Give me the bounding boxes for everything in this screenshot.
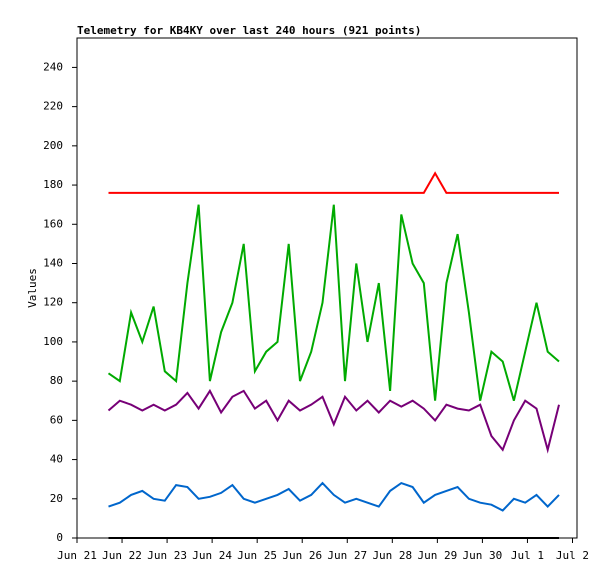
y-tick-label: 220 (43, 100, 63, 113)
y-tick-label: 40 (50, 453, 63, 466)
x-tick-label: Jun 25 (237, 549, 277, 562)
x-tick-label: Jul 2 (556, 549, 589, 562)
y-tick-label: 200 (43, 139, 63, 152)
x-tick-label: Jun 22 (102, 549, 142, 562)
y-tick-label: 180 (43, 178, 63, 191)
y-tick-label: 120 (43, 296, 63, 309)
x-tick-label: Jun 29 (417, 549, 457, 562)
x-tick-label: Jun 27 (327, 549, 367, 562)
y-tick-label: 100 (43, 335, 63, 348)
series-line (107, 204, 560, 401)
series-line (108, 171, 559, 194)
y-tick-label: 160 (43, 217, 63, 230)
y-tick-label: 60 (50, 413, 63, 426)
x-tick-label: Jun 28 (372, 549, 412, 562)
y-tick-label: 20 (50, 492, 63, 505)
chart-title: Telemetry for KB4KY over last 240 hours … (77, 24, 421, 37)
series-line (107, 388, 560, 454)
y-axis-label: Values (26, 268, 39, 308)
x-tick-label: Jun 26 (282, 549, 322, 562)
x-tick-label: Jun 21 (57, 549, 97, 562)
y-tick-label: 0 (56, 531, 63, 544)
series-line (108, 481, 560, 512)
x-tick-label: Jun 24 (192, 549, 232, 562)
x-tick-label: Jun 23 (147, 549, 187, 562)
y-tick-label: 240 (43, 60, 63, 73)
y-tick-label: 140 (43, 256, 63, 269)
plot-frame (76, 37, 578, 539)
x-tick-label: Jul 1 (511, 549, 544, 562)
x-tick-label: Jun 30 (463, 549, 503, 562)
y-tick-label: 80 (50, 374, 63, 387)
